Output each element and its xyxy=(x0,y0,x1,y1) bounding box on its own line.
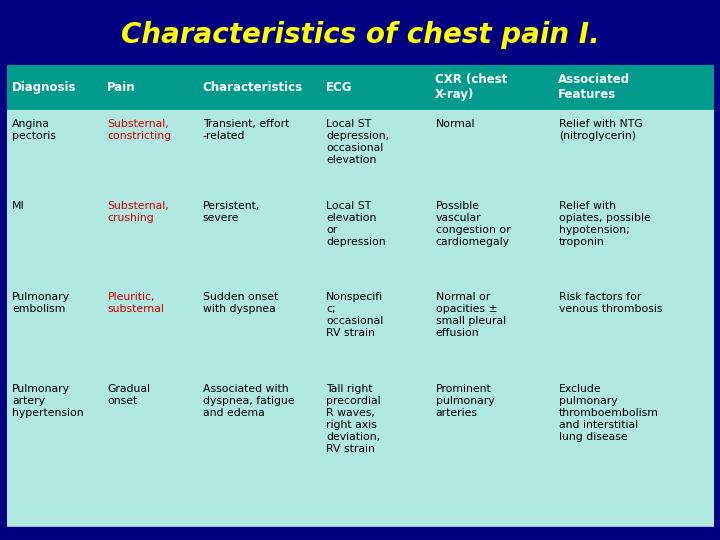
Bar xyxy=(198,110,321,191)
Bar xyxy=(554,365,713,526)
Text: Tall right
precordial
R waves,
right axis
deviation,
RV strain: Tall right precordial R waves, right axi… xyxy=(326,384,381,454)
Bar xyxy=(7,110,102,191)
Text: Exclude
pulmonary
thromboembolism
and interstitial
lung disease: Exclude pulmonary thromboembolism and in… xyxy=(559,384,659,442)
Text: Characteristics: Characteristics xyxy=(202,81,302,94)
Text: Prominent
pulmonary
arteries: Prominent pulmonary arteries xyxy=(436,384,494,418)
Text: Diagnosis: Diagnosis xyxy=(12,81,76,94)
Text: Relief with NTG
(nitroglycerin): Relief with NTG (nitroglycerin) xyxy=(559,119,643,141)
Text: Local ST
depression,
occasional
elevation: Local ST depression, occasional elevatio… xyxy=(326,119,390,165)
Text: Possible
vascular
congestion or
cardiomegaly: Possible vascular congestion or cardiome… xyxy=(436,201,510,247)
Text: Sudden onset
with dyspnea: Sudden onset with dyspnea xyxy=(203,292,278,314)
Bar xyxy=(102,281,198,365)
Bar xyxy=(102,191,198,281)
Text: Associated with
dyspnea, fatigue
and edema: Associated with dyspnea, fatigue and ede… xyxy=(203,384,294,418)
Text: Substernal,
crushing: Substernal, crushing xyxy=(107,201,169,224)
Text: Pain: Pain xyxy=(107,81,135,94)
Bar xyxy=(431,281,554,365)
Text: Angina
pectoris: Angina pectoris xyxy=(12,119,56,141)
Bar xyxy=(321,191,431,281)
Text: Pulmonary
artery
hypertension: Pulmonary artery hypertension xyxy=(12,384,84,418)
Bar xyxy=(7,191,102,281)
Bar xyxy=(321,65,431,110)
Bar xyxy=(198,281,321,365)
Bar xyxy=(0,526,720,540)
Bar xyxy=(102,110,198,191)
Bar xyxy=(321,281,431,365)
Bar xyxy=(102,365,198,526)
Bar xyxy=(554,281,713,365)
Bar xyxy=(431,191,554,281)
Text: Risk factors for
venous thrombosis: Risk factors for venous thrombosis xyxy=(559,292,662,314)
Text: Nonspecifi
c;
occasional
RV strain: Nonspecifi c; occasional RV strain xyxy=(326,292,384,338)
Bar xyxy=(7,365,102,526)
Text: Normal: Normal xyxy=(436,119,475,129)
Bar xyxy=(7,281,102,365)
Text: Associated
Features: Associated Features xyxy=(559,73,631,102)
Bar xyxy=(7,65,102,110)
Bar xyxy=(321,365,431,526)
Bar xyxy=(554,65,713,110)
Text: Characteristics of chest pain I.: Characteristics of chest pain I. xyxy=(121,22,599,49)
Bar xyxy=(321,110,431,191)
Text: MI: MI xyxy=(12,201,25,211)
Text: Local ST
elevation
or
depression: Local ST elevation or depression xyxy=(326,201,386,247)
Text: Normal or
opacities ±
small pleural
effusion: Normal or opacities ± small pleural effu… xyxy=(436,292,505,338)
Bar xyxy=(198,65,321,110)
Text: Pleuritic,
substernal: Pleuritic, substernal xyxy=(107,292,164,314)
Text: Persistent,
severe: Persistent, severe xyxy=(203,201,260,224)
Text: CXR (chest
X-ray): CXR (chest X-ray) xyxy=(435,73,508,102)
Bar xyxy=(431,110,554,191)
Text: Pulmonary
embolism: Pulmonary embolism xyxy=(12,292,71,314)
Bar xyxy=(198,191,321,281)
Text: Transient, effort
-related: Transient, effort -related xyxy=(203,119,289,141)
Bar xyxy=(102,65,198,110)
Bar xyxy=(431,65,554,110)
Bar xyxy=(554,110,713,191)
Bar xyxy=(7,5,713,65)
Text: Relief with
opiates, possible
hypotension;
troponin: Relief with opiates, possible hypotensio… xyxy=(559,201,651,247)
Bar xyxy=(431,365,554,526)
Text: Substernal,
constricting: Substernal, constricting xyxy=(107,119,171,141)
Text: ECG: ECG xyxy=(325,81,352,94)
Text: Gradual
onset: Gradual onset xyxy=(107,384,150,406)
Bar xyxy=(554,191,713,281)
Bar xyxy=(198,365,321,526)
